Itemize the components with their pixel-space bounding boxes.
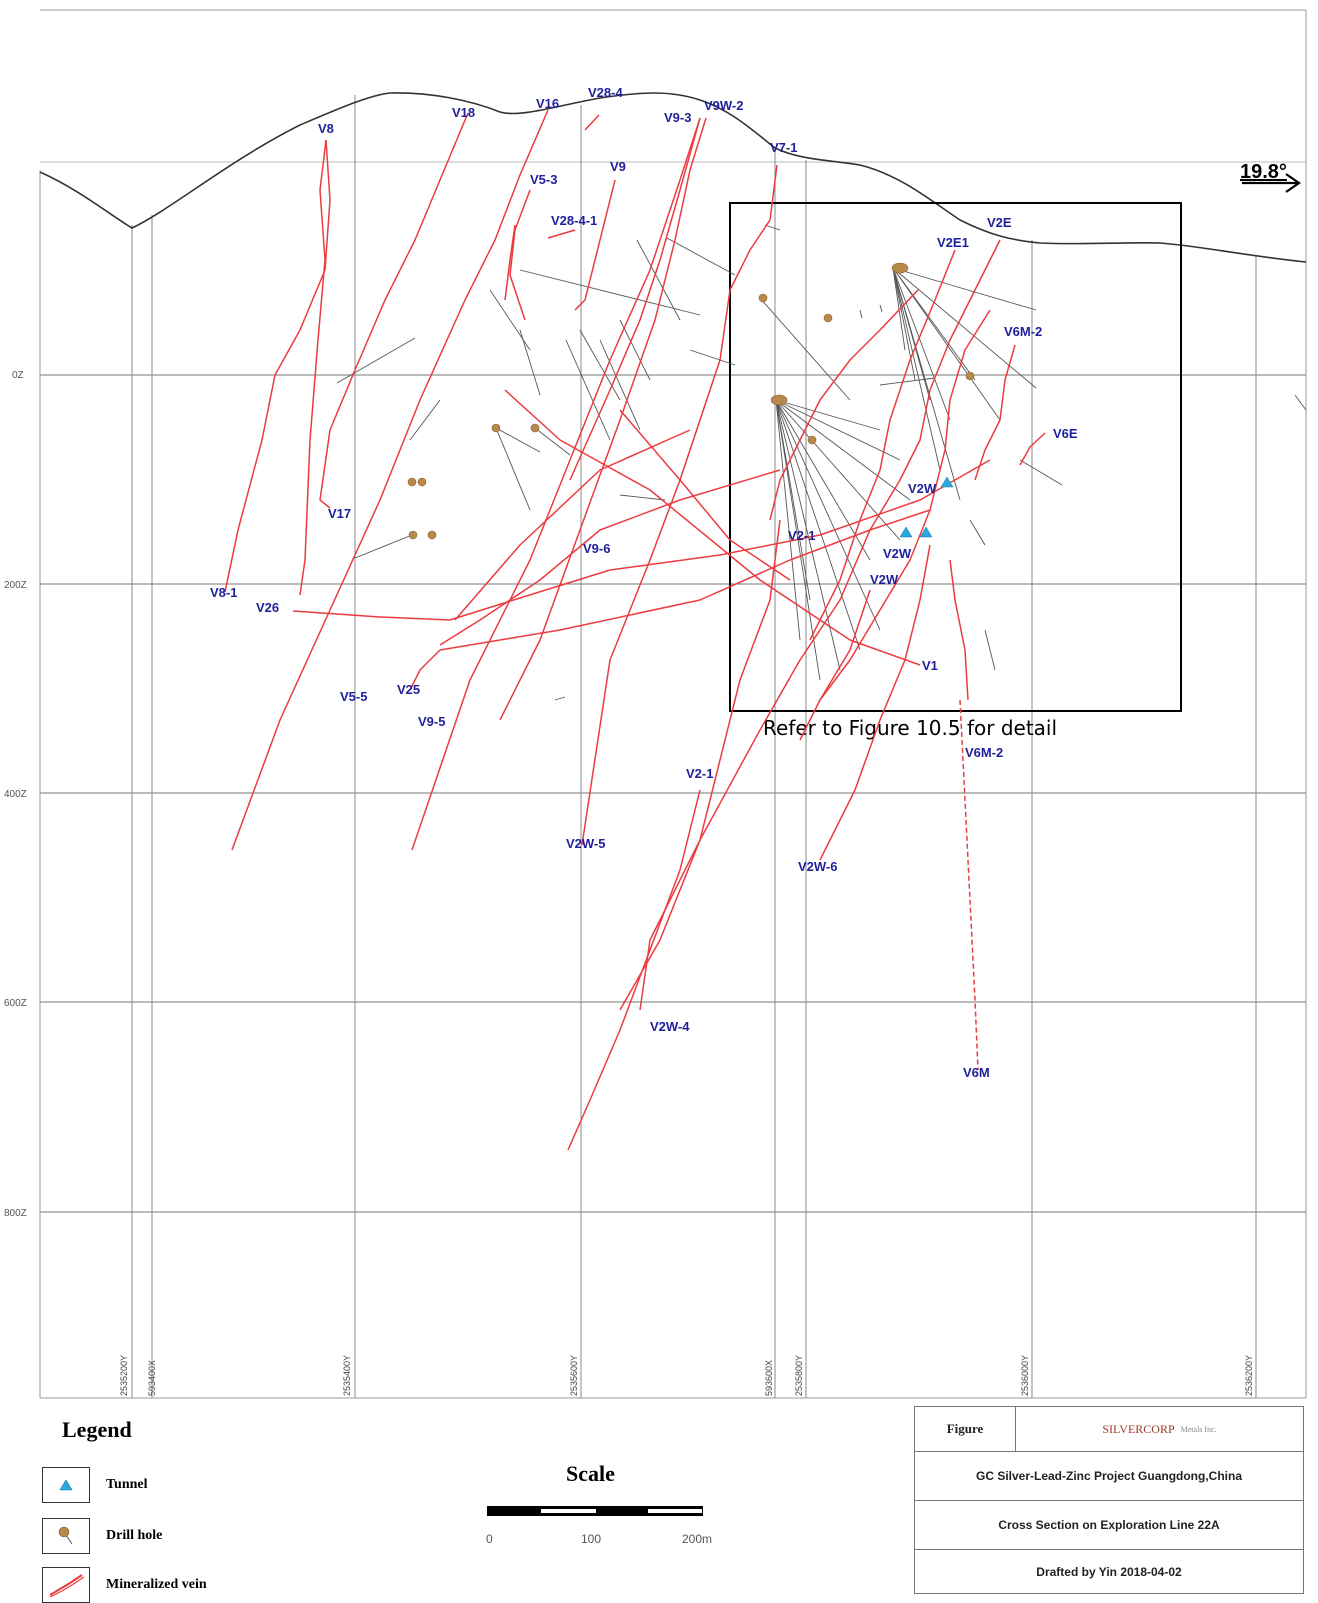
vein-label: V9 bbox=[610, 159, 626, 174]
elevation-label: 0Z bbox=[12, 370, 24, 381]
vein-label: V2W-6 bbox=[798, 859, 837, 874]
figure-label: Figure bbox=[915, 1407, 1016, 1451]
logo-subtext: Metals Inc. bbox=[1180, 1424, 1217, 1434]
grid-label: 2535200Y bbox=[119, 1355, 129, 1396]
scale-label: 100 bbox=[581, 1532, 602, 1546]
title-block: Figure SILVERCORP Metals Inc. GC Silver-… bbox=[914, 1406, 1304, 1594]
vein-label: V2-1 bbox=[788, 528, 815, 543]
elevation-label: 600Z bbox=[4, 998, 27, 1009]
grid-label: 2535800Y bbox=[794, 1355, 804, 1396]
vein-labels: V8 V18 V16 V28-4 V9-3 V9W-2 V7-1 V5-3 V9… bbox=[210, 85, 1078, 1080]
vein-label: V25 bbox=[397, 682, 420, 697]
cross-section: 0Z 200Z 400Z 600Z 800Z 2535200Y 593400X … bbox=[4, 9, 1307, 1399]
vein-label: V6M-2 bbox=[965, 745, 1003, 760]
legend-item-drill-hole: Drill hole bbox=[42, 1518, 162, 1554]
project-name: GC Silver-Lead-Zinc Project Guangdong,Ch… bbox=[915, 1451, 1303, 1500]
north-arrow: 19.8° bbox=[1240, 161, 1301, 193]
grid-label: 593600X bbox=[764, 1360, 774, 1396]
scale-bar bbox=[487, 1506, 703, 1516]
vein-label: V28-4 bbox=[588, 85, 623, 100]
grid-label: 2536000Y bbox=[1020, 1355, 1030, 1396]
vein-label: V2-1 bbox=[686, 766, 713, 781]
grid-coordinate-labels: 2535200Y 593400X 2535400Y 2535600Y 59360… bbox=[119, 1355, 1254, 1396]
vein-label: V6M bbox=[963, 1065, 990, 1080]
section-title: Cross Section on Exploration Line 22A bbox=[915, 1500, 1303, 1549]
company-logo: SILVERCORP Metals Inc. bbox=[1016, 1407, 1303, 1451]
legend-label: Drill hole bbox=[106, 1528, 163, 1543]
vein-label: V2E bbox=[987, 215, 1012, 230]
elevation-label: 400Z bbox=[4, 789, 27, 800]
vein-label: V28-4-1 bbox=[551, 213, 597, 228]
topography-line bbox=[39, 92, 1307, 263]
vein-label: V1 bbox=[922, 658, 938, 673]
detail-callout-box bbox=[729, 202, 1182, 712]
legend-label: Tunnel bbox=[106, 1477, 148, 1492]
vein-label: V2E1 bbox=[937, 235, 969, 250]
vein-label: V2W-4 bbox=[650, 1019, 690, 1034]
legend-title: Legend bbox=[62, 1417, 132, 1442]
detail-callout-label: Refer to Figure 10.5 for detail bbox=[763, 716, 1057, 740]
legend-item-tunnel: Tunnel bbox=[42, 1467, 148, 1503]
grid-label: 2535400Y bbox=[342, 1355, 352, 1396]
scale-label: 0 bbox=[486, 1532, 493, 1546]
vein-label: V6E bbox=[1053, 426, 1078, 441]
vein-label: V9-5 bbox=[418, 714, 445, 729]
vein-label: V9-6 bbox=[583, 541, 610, 556]
grid-label: 2536200Y bbox=[1244, 1355, 1254, 1396]
tunnel-icon bbox=[42, 1467, 90, 1503]
elevation-labels: 0Z 200Z 400Z 600Z 800Z bbox=[4, 370, 27, 1219]
tunnels bbox=[899, 476, 954, 538]
vein-label: V9W-2 bbox=[704, 98, 743, 113]
vein-label: V16 bbox=[536, 96, 559, 111]
vein-label: V5-5 bbox=[340, 689, 367, 704]
coordinate-grid bbox=[131, 95, 1257, 1398]
vein-label: V17 bbox=[328, 506, 351, 521]
scale-label: 200m bbox=[682, 1532, 713, 1546]
elevation-grid bbox=[40, 161, 1306, 1213]
legend-item-mineralized-vein: Mineralized vein bbox=[42, 1567, 207, 1603]
grid-label: 2535600Y bbox=[569, 1355, 579, 1396]
drill-collars bbox=[407, 262, 975, 540]
scale-title: Scale bbox=[566, 1461, 615, 1486]
vein-label: V8-1 bbox=[210, 585, 237, 600]
vein-label: V9-3 bbox=[664, 110, 691, 125]
logo-text: SILVERCORP bbox=[1102, 1421, 1175, 1436]
grid-label: 593400X bbox=[147, 1360, 157, 1396]
vein-label: V2W bbox=[908, 481, 937, 496]
elevation-label: 800Z bbox=[4, 1208, 27, 1219]
vein-label: V7-1 bbox=[770, 140, 797, 155]
vein-label: V8 bbox=[318, 121, 334, 136]
vein-label: V2W-5 bbox=[566, 836, 605, 851]
vein-icon bbox=[42, 1567, 90, 1603]
vein-label: V18 bbox=[452, 105, 475, 120]
drill-hole-icon bbox=[42, 1518, 90, 1554]
vein-label: V6M-2 bbox=[1004, 324, 1042, 339]
vein-label: V2W bbox=[883, 546, 912, 561]
north-arrow-label: 19.8° bbox=[1240, 161, 1287, 183]
legend-label: Mineralized vein bbox=[106, 1577, 207, 1592]
mineralized-veins bbox=[224, 109, 1046, 1151]
section-frame bbox=[39, 9, 1307, 1399]
vein-label: V26 bbox=[256, 600, 279, 615]
drafted-by: Drafted by Yin 2018-04-02 bbox=[915, 1549, 1303, 1594]
vein-label: V5-3 bbox=[530, 172, 557, 187]
vein-label: V2W bbox=[870, 572, 899, 587]
elevation-label: 200Z bbox=[4, 580, 27, 591]
